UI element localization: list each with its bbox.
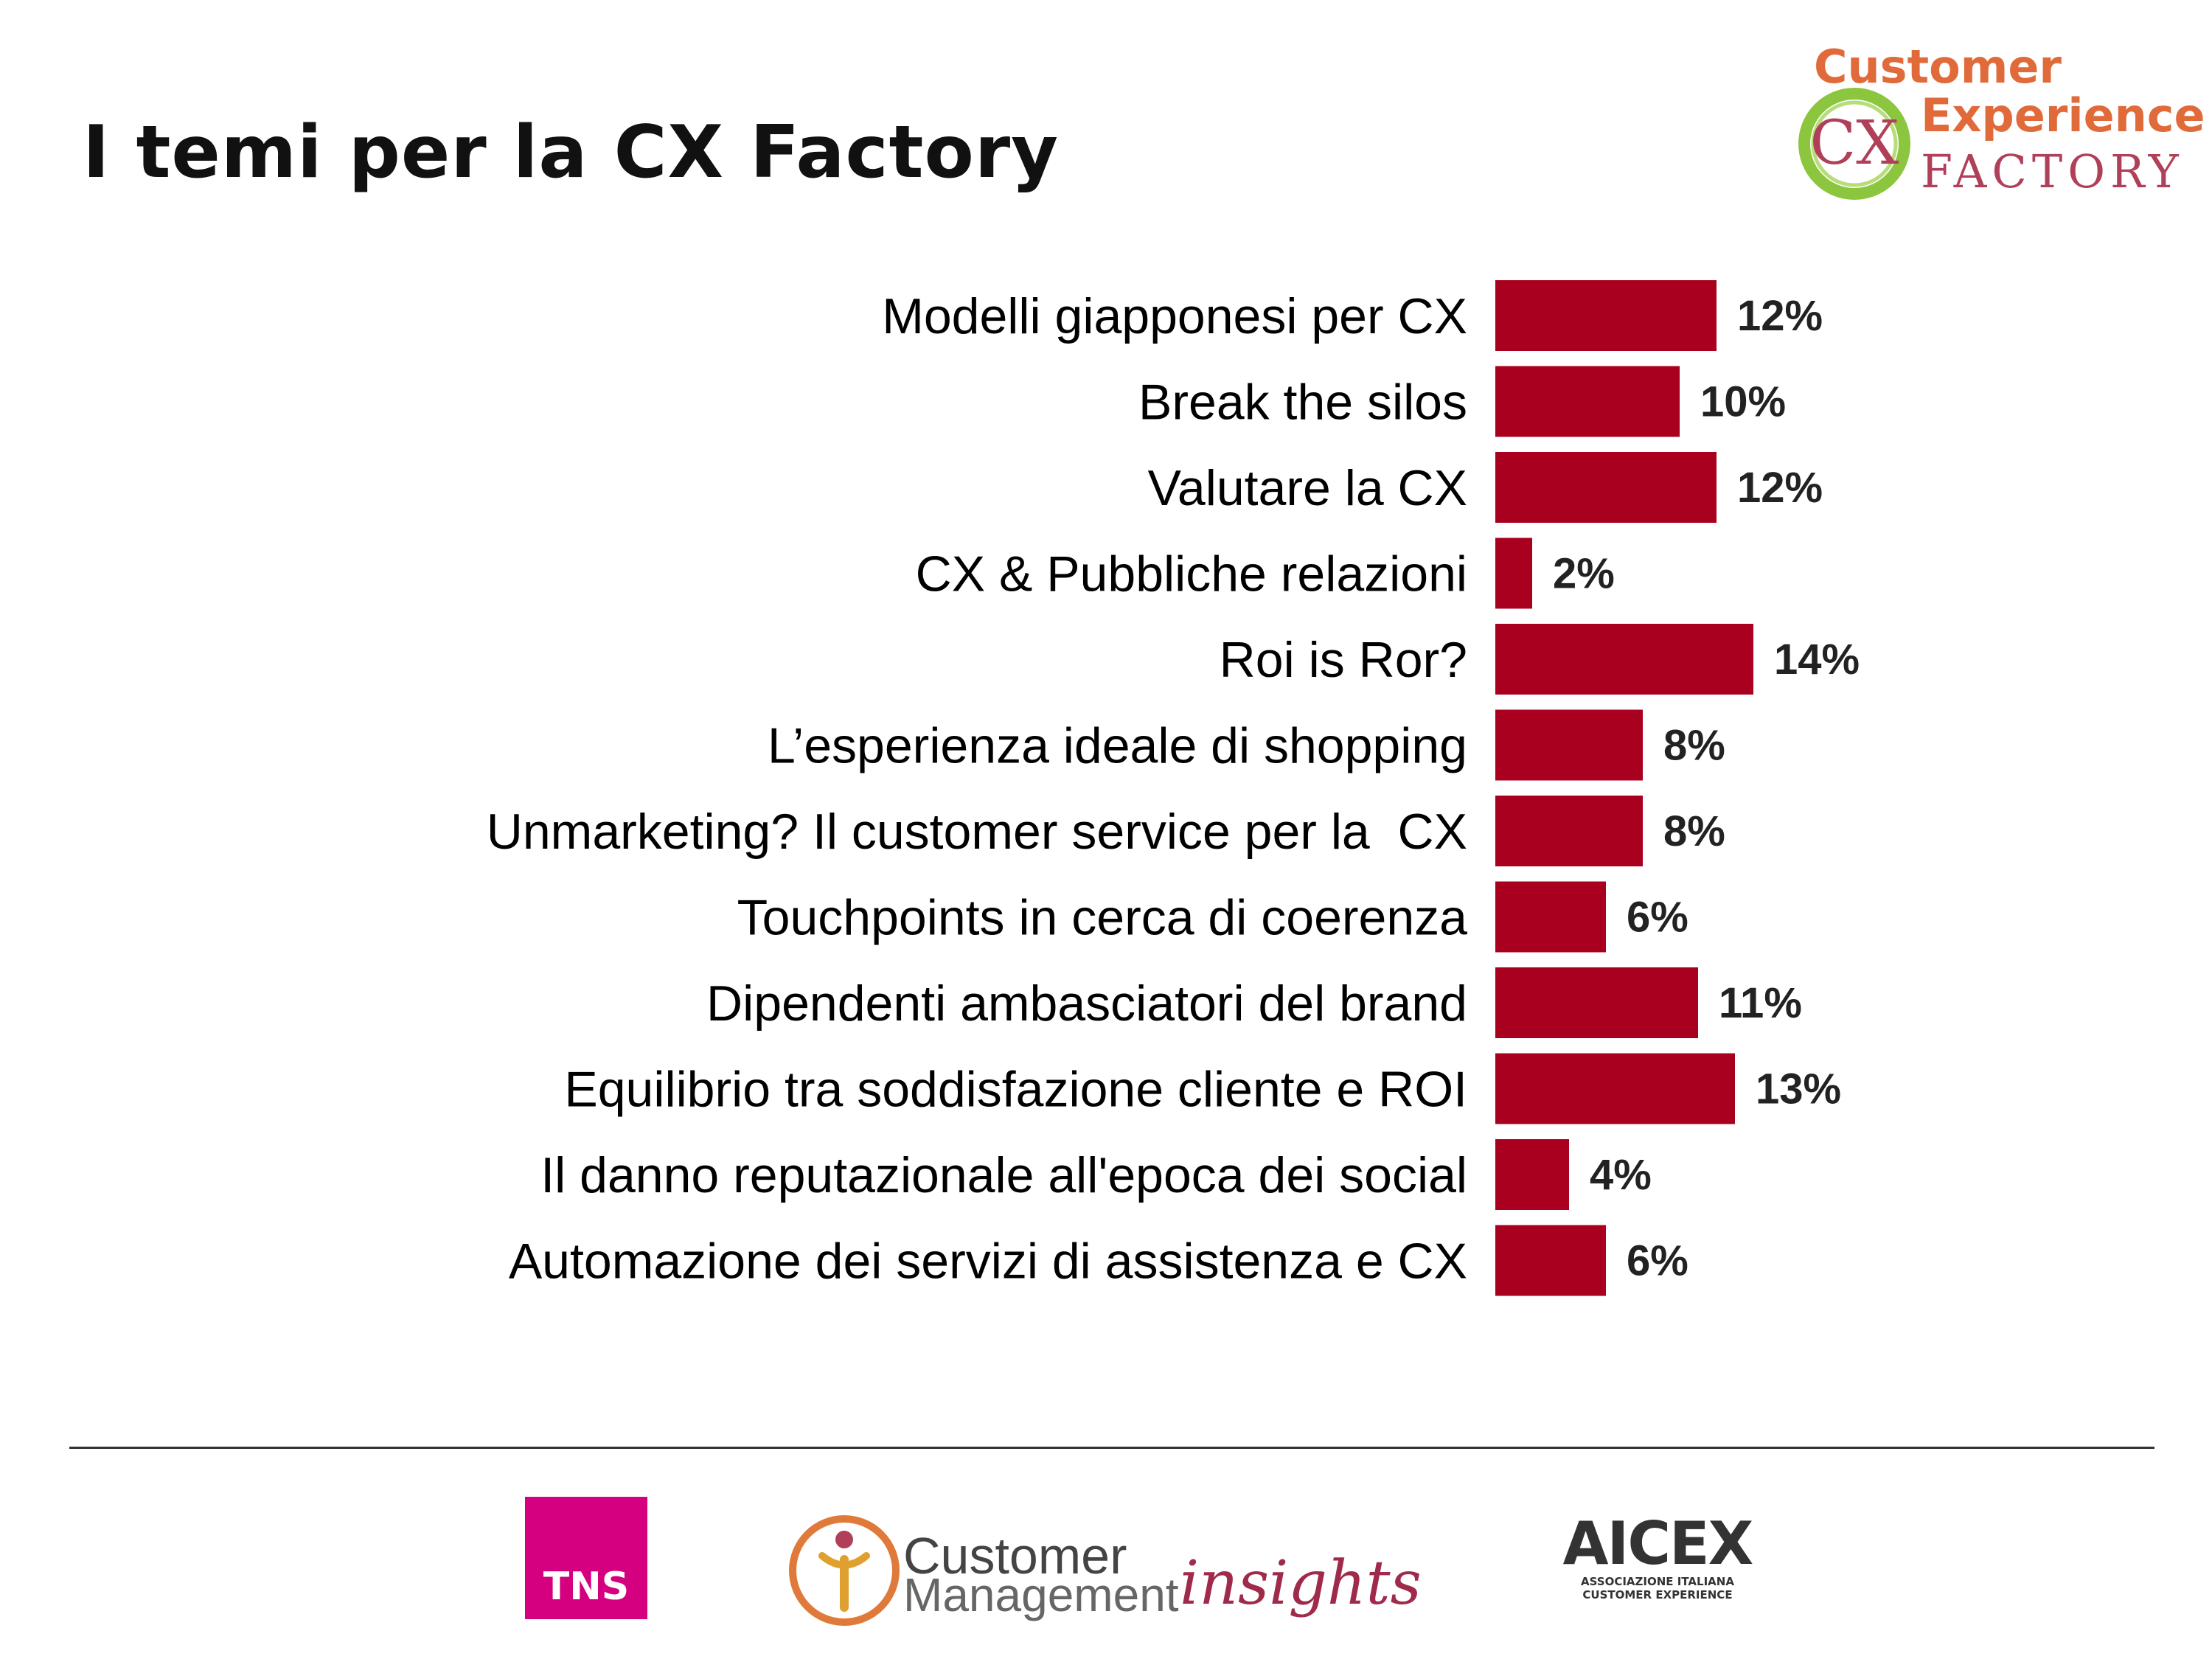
- value-label: 11%: [1719, 979, 1802, 1027]
- cx-factory-logo: CX Customer Experience FACTORY: [1784, 37, 2205, 214]
- category-label: Dipendenti ambasciatori del brand: [706, 975, 1467, 1032]
- cmi-word-insights: insights: [1180, 1548, 1422, 1618]
- slide-title: I temi per la CX Factory: [83, 111, 1060, 195]
- tns-logo-text: TNS: [543, 1565, 630, 1609]
- value-label: 10%: [1700, 378, 1786, 426]
- bar: [1495, 709, 1643, 781]
- logo-line-factory: FACTORY: [1921, 145, 2184, 198]
- aicex-logo-sub2: CUSTOMER EXPERIENCE: [1582, 1588, 1733, 1601]
- bar: [1495, 1225, 1606, 1296]
- value-label: 6%: [1627, 1237, 1688, 1285]
- bar: [1495, 538, 1532, 609]
- bar: [1495, 881, 1606, 953]
- bar: [1495, 280, 1717, 351]
- bar: [1495, 452, 1717, 523]
- category-label: CX & Pubbliche relazioni: [916, 546, 1467, 602]
- bar: [1495, 366, 1680, 437]
- value-label: 12%: [1737, 464, 1823, 512]
- value-label: 12%: [1737, 292, 1823, 340]
- logo-line-experience: Experience: [1921, 88, 2205, 142]
- value-label: 8%: [1663, 722, 1725, 770]
- category-label: Touchpoints in cerca di coerenza: [737, 890, 1468, 946]
- category-label: Equilibrio tra soddisfazione cliente e R…: [564, 1062, 1467, 1118]
- value-label: 13%: [1756, 1065, 1841, 1113]
- value-label: 8%: [1663, 807, 1725, 855]
- logo-line-customer: Customer: [1814, 40, 2062, 94]
- cx-ring-icon: CX: [1798, 88, 1910, 200]
- cmi-word-management: Management: [903, 1568, 1179, 1621]
- category-label: Valutare la CX: [1148, 460, 1467, 516]
- bar: [1495, 1053, 1735, 1124]
- bar: [1495, 967, 1698, 1038]
- value-label: 4%: [1590, 1151, 1652, 1199]
- customer-management-insights-logo: Customer Management insights: [782, 1497, 1422, 1637]
- bar: [1495, 1139, 1569, 1210]
- themes-bar-chart: Modelli giapponesi per CX 12% Break the si…: [487, 280, 1860, 1296]
- value-label: 14%: [1774, 636, 1860, 684]
- cx-mark-text: CX: [1809, 108, 1899, 178]
- category-label: L’esperienza ideale di shopping: [768, 718, 1467, 774]
- aicex-logo-sub1: ASSOCIAZIONE ITALIANA: [1581, 1575, 1734, 1588]
- value-label: 6%: [1627, 894, 1688, 942]
- cmi-person-icon: [789, 1515, 900, 1626]
- category-label: Automazione dei servizi di assistenza e …: [509, 1234, 1467, 1290]
- bar: [1495, 624, 1753, 695]
- category-label: Il danno reputazionale all'epoca dei soc…: [540, 1147, 1467, 1203]
- category-label: Unmarketing? Il customer service per la …: [487, 804, 1467, 860]
- aicex-logo: AICEX ASSOCIAZIONE ITALIANA CUSTOMER EXP…: [1554, 1513, 1761, 1609]
- cmi-word-customer: Customer: [903, 1527, 1127, 1585]
- category-label: Modelli giapponesi per CX: [882, 288, 1467, 344]
- value-label: 2%: [1553, 550, 1615, 598]
- footer-divider: [69, 1447, 2154, 1449]
- category-label: Break the silos: [1138, 375, 1467, 431]
- bar: [1495, 796, 1643, 866]
- tns-logo: TNS: [525, 1497, 647, 1619]
- aicex-logo-main: AICEX: [1562, 1509, 1754, 1578]
- category-label: Roi is Ror?: [1220, 632, 1467, 688]
